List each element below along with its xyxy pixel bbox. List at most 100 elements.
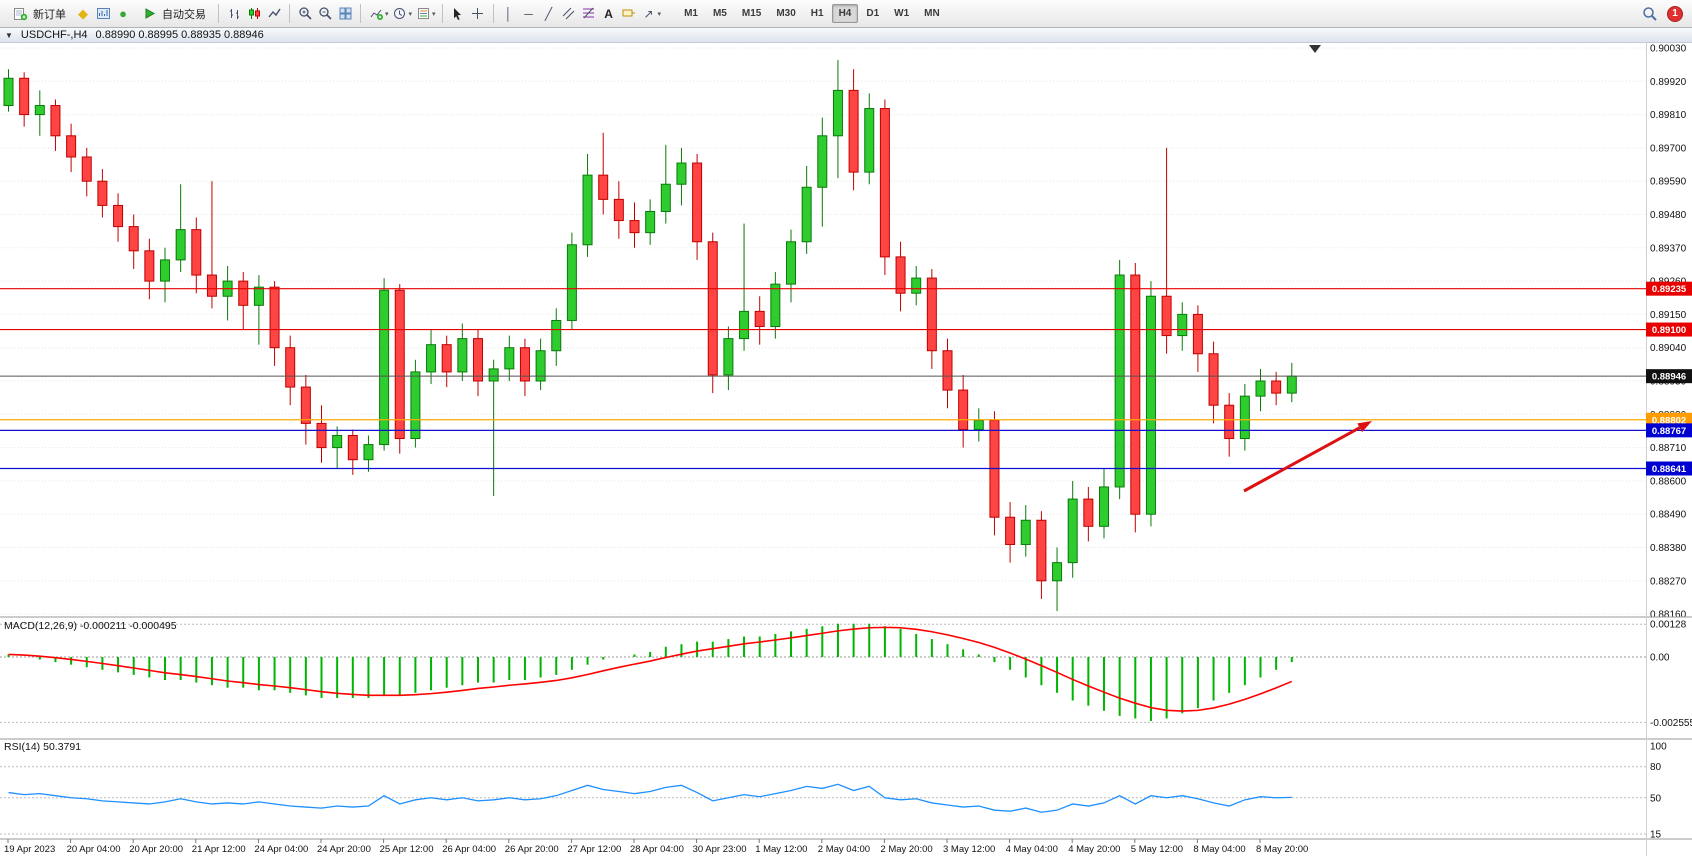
time-axis-label: 4 May 20:00 xyxy=(1068,844,1120,855)
timeframe-M15[interactable]: M15 xyxy=(735,4,768,23)
new-order-label: 新订单 xyxy=(33,8,66,21)
tile-windows-icon[interactable] xyxy=(336,5,354,22)
toolbar-separator xyxy=(441,4,443,23)
new-order-icon xyxy=(11,5,29,22)
zoom-out-icon[interactable] xyxy=(316,5,334,22)
search-icon[interactable] xyxy=(1641,5,1659,22)
dropdown-icon: ▾ xyxy=(408,10,413,18)
candlestick xyxy=(582,174,593,246)
candlestick xyxy=(488,368,499,382)
candlestick xyxy=(1067,498,1078,564)
candlestick xyxy=(1099,486,1109,527)
auto-trading-button[interactable]: 自动交易 xyxy=(134,2,212,25)
horizontal-line-icon[interactable]: ─ xyxy=(524,6,533,21)
toolbar-separator xyxy=(218,4,219,23)
price-badge xyxy=(1646,369,1692,384)
notification-badge[interactable]: 1 xyxy=(1667,5,1683,22)
candlestick xyxy=(770,283,781,328)
time-axis-label: 2 May 20:00 xyxy=(880,844,932,855)
chart-menu-icon[interactable]: ▼ xyxy=(5,30,13,40)
bar-chart-icon[interactable] xyxy=(225,5,243,22)
time-axis-label: 3 May 12:00 xyxy=(943,844,995,855)
candlestick xyxy=(1083,498,1094,527)
market-watch-icon[interactable] xyxy=(94,5,112,22)
time-axis-label: 27 Apr 12:00 xyxy=(567,844,621,855)
zoom-in-icon[interactable] xyxy=(296,5,314,22)
candlestick xyxy=(316,422,327,449)
timeframe-H4[interactable]: H4 xyxy=(831,4,859,23)
mql5-icon[interactable]: ● xyxy=(119,6,127,21)
text-tool-icon[interactable]: A xyxy=(604,6,613,21)
chart-shift-marker[interactable] xyxy=(1309,45,1321,53)
candlestick xyxy=(441,344,452,373)
new-order-button[interactable]: 新订单 xyxy=(5,2,72,25)
candlestick xyxy=(535,350,546,382)
main-toolbar: 新订单 ◆ ● 自动交易 ▾ ▾ ▾ xyxy=(0,0,1692,28)
timeframe-M1[interactable]: M1 xyxy=(677,4,705,23)
toolbar-separator xyxy=(492,4,494,23)
candlestick xyxy=(926,277,937,352)
cursor-icon[interactable] xyxy=(449,5,467,22)
rsi-axis-label: 15 xyxy=(1650,829,1662,840)
time-axis-label: 28 Apr 04:00 xyxy=(630,844,684,855)
time-axis-label: 26 Apr 20:00 xyxy=(505,844,559,855)
candlestick-icon[interactable] xyxy=(245,5,263,22)
price-axis-label: 0.89700 xyxy=(1650,143,1687,154)
timeframe-MN[interactable]: MN xyxy=(917,4,947,23)
timeframe-W1[interactable]: W1 xyxy=(887,4,916,23)
candlestick xyxy=(3,77,14,107)
candlestick xyxy=(50,105,61,137)
crosshair-icon[interactable] xyxy=(469,5,487,22)
candlestick xyxy=(1177,313,1188,337)
price-badge-label: 0.88641 xyxy=(1652,464,1687,475)
annotation-arrow-shaft[interactable] xyxy=(1243,426,1361,493)
price-badge xyxy=(1646,412,1692,427)
candlestick xyxy=(363,444,374,461)
candlestick xyxy=(66,135,77,158)
time-axis-label: 24 Apr 20:00 xyxy=(317,844,371,855)
indicators-icon[interactable] xyxy=(367,5,385,22)
candlestick xyxy=(1255,380,1266,397)
metaeditor-icon[interactable]: ◆ xyxy=(78,5,88,21)
candlestick xyxy=(426,344,437,373)
candlestick xyxy=(34,105,45,116)
price-badge xyxy=(1646,322,1692,337)
candlestick xyxy=(300,386,311,424)
annotation-arrow-head[interactable] xyxy=(1357,421,1372,433)
periods-icon[interactable] xyxy=(391,5,409,22)
time-axis-label: 26 Apr 04:00 xyxy=(442,844,496,855)
timeframe-D1[interactable]: D1 xyxy=(859,4,886,23)
vertical-line-icon[interactable]: │ xyxy=(504,6,513,21)
dropdown-icon: ▾ xyxy=(657,10,662,18)
macd-panel: 0.00128 0.00 -0.0025559 xyxy=(0,620,1692,729)
candlestick xyxy=(551,319,562,352)
fibonacci-icon[interactable] xyxy=(580,5,598,22)
timeframe-H1[interactable]: H1 xyxy=(804,4,831,23)
arrows-tool-icon[interactable]: ↗ xyxy=(643,6,654,21)
candlestick xyxy=(723,338,734,376)
dropdown-icon: ▾ xyxy=(432,10,436,18)
line-chart-icon[interactable] xyxy=(265,5,283,22)
time-axis-label: 25 Apr 12:00 xyxy=(380,844,434,855)
label-tool-icon[interactable] xyxy=(620,5,638,22)
channel-icon[interactable] xyxy=(560,5,578,22)
timeframe-M5[interactable]: M5 xyxy=(706,4,734,23)
time-axis-label: 1 May 12:00 xyxy=(755,844,807,855)
price-axis-label: 0.89480 xyxy=(1650,210,1687,221)
auto-trading-icon xyxy=(140,5,158,22)
candlestick xyxy=(175,229,186,261)
candles-layer xyxy=(3,60,1297,612)
price-badge-label: 0.88767 xyxy=(1652,426,1686,437)
templates-icon[interactable] xyxy=(414,5,432,22)
price-badge xyxy=(1646,281,1692,296)
timeframe-M30[interactable]: M30 xyxy=(769,4,802,23)
candlestick xyxy=(864,108,875,173)
candlestick xyxy=(801,186,812,243)
toolbar-separator xyxy=(360,4,361,23)
trendline-icon[interactable]: ╱ xyxy=(544,6,553,21)
candlestick xyxy=(1208,353,1219,406)
candlestick xyxy=(253,286,264,306)
candlestick xyxy=(1224,404,1235,440)
time-axis-label: 21 Apr 12:00 xyxy=(192,844,246,855)
